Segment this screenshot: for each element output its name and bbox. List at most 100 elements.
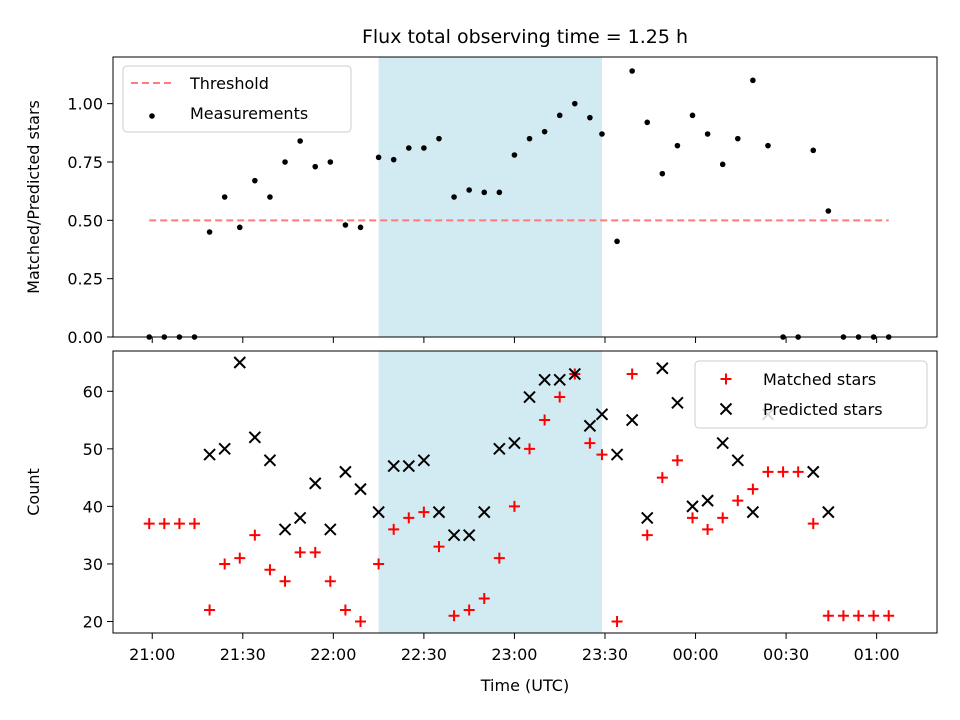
matched-star-point — [234, 552, 246, 564]
matched-star-point — [173, 518, 185, 530]
measurement-point — [390, 156, 397, 163]
predicted-star-point — [493, 442, 506, 456]
matched-star-point — [279, 575, 291, 587]
matched-star-point — [294, 546, 306, 558]
count-panel: 20 30 40 50 60 21:00 21:30 22:00 22:30 23:00 23:30… — [24, 350, 938, 695]
matched-star-point — [463, 604, 475, 616]
predicted-star-point — [248, 431, 262, 444]
measurement-point — [405, 145, 412, 151]
y-tick-label: 50 — [83, 440, 103, 459]
predicted-star-point — [595, 408, 609, 421]
legend-label: Threshold — [189, 74, 269, 93]
legend-label: Measurements — [190, 104, 308, 123]
legend-label: Matched stars — [763, 370, 876, 389]
measurement-point — [221, 194, 228, 200]
predicted-star-point — [293, 511, 307, 525]
matched-star-point — [388, 523, 400, 535]
predicted-star-point — [583, 419, 597, 433]
predicted-star-point — [218, 442, 231, 456]
measurement-point — [267, 194, 273, 200]
predicted-star-point — [686, 500, 699, 513]
predicted-star-point — [309, 477, 322, 490]
matched-star-point — [324, 575, 336, 587]
matched-star-point — [732, 495, 744, 507]
predicted-star-point — [447, 528, 461, 542]
measurement-point — [327, 159, 334, 165]
measurement-point — [572, 100, 578, 107]
matched-star-point — [792, 466, 804, 478]
measurement-point — [357, 224, 364, 231]
matched-star-point — [702, 523, 714, 535]
predicted-star-point — [610, 448, 624, 461]
matched-star-point — [596, 449, 608, 461]
matched-star-point — [403, 512, 415, 524]
ratio-panel: 0.00 0.25 0.50 0.75 1.00 Matched/Predicted st… — [24, 56, 938, 347]
measurement-point — [734, 135, 741, 142]
x-tick-label: 21:00 — [129, 645, 175, 664]
measurement-point — [541, 128, 548, 135]
measurement-point — [481, 189, 488, 196]
y-tick-label: 0.25 — [67, 270, 103, 289]
plot-frame — [112, 350, 938, 634]
measurement-point — [436, 135, 442, 142]
matched-star-point — [448, 610, 460, 622]
predicted-star-point — [641, 511, 654, 525]
predicted-star-point — [807, 465, 820, 479]
matched-star-point — [626, 368, 638, 380]
predicted-star-point — [716, 436, 729, 450]
predicted-star-point — [432, 505, 446, 519]
measurement-point — [629, 68, 635, 74]
matched-star-point — [493, 552, 505, 564]
matched-star-point — [309, 546, 321, 558]
predicted-star-point — [278, 523, 292, 536]
predicted-star-point — [731, 454, 744, 467]
x-tick-label: 22:00 — [310, 645, 356, 664]
matched-star-point — [656, 472, 668, 484]
plot-frame — [112, 56, 938, 338]
measurement-point — [810, 147, 817, 154]
x-tick-label: 23:30 — [582, 645, 628, 664]
measurement-point — [252, 177, 258, 184]
measurement-point — [496, 189, 503, 196]
measurement-point — [526, 135, 533, 142]
predicted-star-point — [354, 482, 367, 496]
matched-star-point — [611, 615, 623, 627]
matched-star-point — [508, 500, 520, 512]
matched-star-point — [554, 391, 566, 403]
measurement-point — [451, 194, 457, 200]
matched-star-point — [641, 529, 653, 541]
y-tick-label: 20 — [83, 612, 103, 631]
matched-star-point — [249, 529, 261, 541]
legend-matched-swatch — [720, 373, 732, 385]
measurement-point — [282, 159, 288, 165]
measurement-point — [674, 142, 681, 149]
matched-star-point — [373, 558, 385, 570]
measurement-point — [659, 170, 666, 177]
y-axis-label: Matched/Predicted stars — [24, 100, 43, 294]
matched-star-point — [853, 610, 865, 622]
measurement-point — [342, 222, 349, 228]
matched-star-point — [524, 443, 536, 455]
predicted-star-point — [553, 373, 566, 386]
measurement-point — [236, 224, 243, 231]
chart-title: Flux total observing time = 1.25 h — [362, 26, 688, 48]
legend-measurement-swatch — [149, 113, 155, 119]
predicted-star-point — [478, 505, 491, 519]
y-tick-label: 30 — [83, 555, 103, 574]
matched-star-point — [188, 518, 200, 530]
matched-star-point — [219, 558, 231, 570]
matched-star-point — [418, 506, 430, 518]
y-tick-label: 0.00 — [67, 328, 103, 347]
predicted-star-point — [402, 459, 416, 473]
predicted-star-point — [625, 413, 639, 427]
legend: Threshold Measurements — [122, 65, 352, 133]
y-axis-label: Count — [24, 468, 43, 516]
matched-star-point — [777, 466, 789, 478]
measurement-point — [556, 112, 563, 119]
measurement-point — [587, 114, 593, 121]
measurement-point — [825, 208, 832, 214]
predicted-star-point — [203, 448, 216, 461]
matched-star-point — [747, 483, 759, 495]
measurement-point — [375, 154, 382, 161]
